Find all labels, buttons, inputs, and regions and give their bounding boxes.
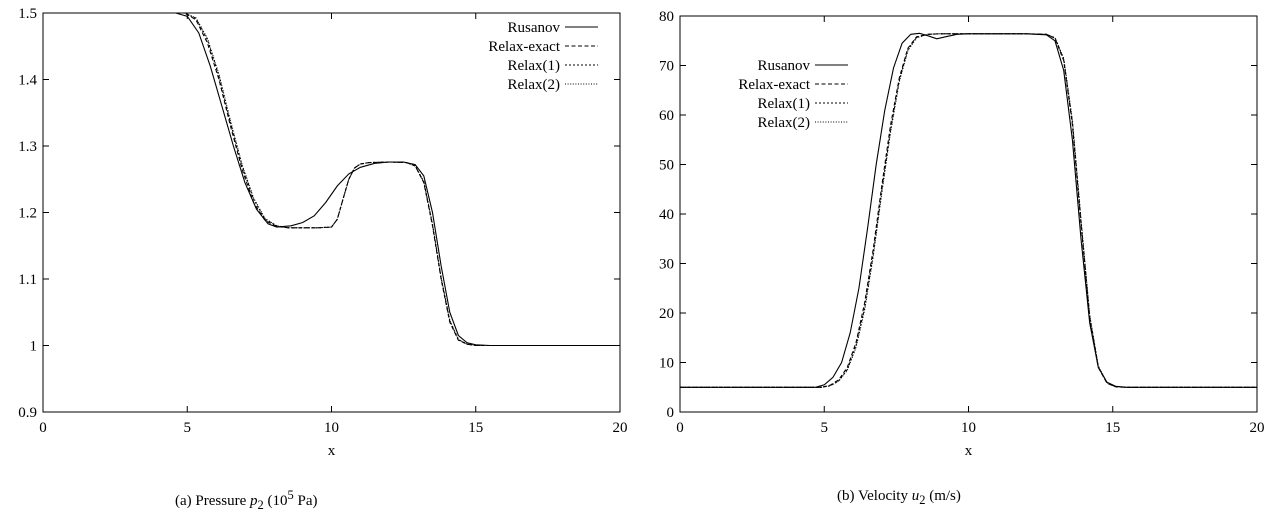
y-tick-label: 50 xyxy=(659,158,674,174)
pressure-chart: 0 5 10 15 20 0.9 1 1.1 1.2 1.3 1.4 1.5 x Rusanov Relax… xyxy=(18,6,627,459)
x-tick-label: 20 xyxy=(1250,420,1265,436)
x-tick-label: 10 xyxy=(961,420,976,436)
x-tick-label: 15 xyxy=(1105,420,1120,436)
y-tick-label: 70 xyxy=(659,59,674,75)
y-tick-label: 1.2 xyxy=(18,206,37,222)
caption-velocity: (b) Velocity u2 (m/s) xyxy=(837,488,961,508)
x-tick-label: 20 xyxy=(613,420,628,436)
y-tick-label: 1 xyxy=(30,339,38,355)
y-tick-label: 10 xyxy=(659,356,674,372)
legend-label: Relax-exact xyxy=(488,39,560,55)
x-tick-label: 5 xyxy=(184,420,192,436)
series-line-relax-exact xyxy=(43,12,620,347)
y-tick-label: 0.9 xyxy=(18,405,37,421)
y-tick-label: 1.5 xyxy=(18,6,37,22)
caption-pressure-var: p xyxy=(249,493,258,509)
legend-label: Relax(2) xyxy=(758,115,810,131)
x-tick-label: 0 xyxy=(39,420,47,436)
x-axis-label: x xyxy=(965,443,973,459)
y-tick-label: 30 xyxy=(659,257,674,273)
y-tick-label: 1.1 xyxy=(18,272,37,288)
caption-velocity-mid: (m/s) xyxy=(925,488,961,504)
x-tick-label: 5 xyxy=(821,420,829,436)
x-tick-label: 15 xyxy=(468,420,483,436)
caption-pressure-sup: 5 xyxy=(287,488,294,502)
velocity-chart: 0 5 10 15 20 0 10 20 30 40 50 60 70 80 x Rusanov Relax-e… xyxy=(659,9,1265,459)
series-line-rusanov xyxy=(43,12,620,347)
figure: 0 5 10 15 20 0.9 1 1.1 1.2 1.3 1.4 1.5 x Rusanov Relax… xyxy=(18,6,1265,459)
caption-velocity-var: u xyxy=(911,488,920,504)
legend-label: Relax(2) xyxy=(508,77,560,93)
x-axis-label: x xyxy=(328,443,336,459)
legend-label: Rusanov xyxy=(758,58,811,74)
caption-velocity-sub: 2 xyxy=(919,493,926,507)
caption-velocity-prefix: (b) Velocity xyxy=(837,488,912,504)
legend-label: Rusanov xyxy=(508,20,561,36)
series-line-relax-1 xyxy=(43,12,620,347)
y-tick-label: 1.3 xyxy=(18,139,37,155)
legend-label: Relax(1) xyxy=(508,58,560,74)
x-tick-label: 10 xyxy=(324,420,339,436)
x-tick-label: 0 xyxy=(676,420,684,436)
y-tick-label: 40 xyxy=(659,207,674,223)
caption-pressure: (a) Pressure p2 (105 Pa) xyxy=(175,488,317,513)
plot-frame xyxy=(679,15,1258,413)
caption-pressure-mid: (10 xyxy=(263,493,288,509)
caption-pressure-prefix: (a) Pressure xyxy=(175,493,250,509)
caption-pressure-end: Pa) xyxy=(293,493,318,509)
legend-label: Relax(1) xyxy=(758,96,810,112)
y-tick-label: 20 xyxy=(659,306,674,322)
caption-pressure-sub: 2 xyxy=(257,498,264,512)
series-line-relax-2 xyxy=(43,12,620,346)
y-tick-label: 1.4 xyxy=(18,73,37,89)
series-line-rusanov xyxy=(680,32,1257,388)
y-tick-label: 0 xyxy=(667,405,675,421)
legend-label: Relax-exact xyxy=(738,77,810,93)
series-line-relax-1 xyxy=(680,33,1257,388)
y-tick-label: 60 xyxy=(659,108,674,124)
series-line-relax-2 xyxy=(680,33,1257,388)
y-tick-label: 80 xyxy=(659,9,674,25)
